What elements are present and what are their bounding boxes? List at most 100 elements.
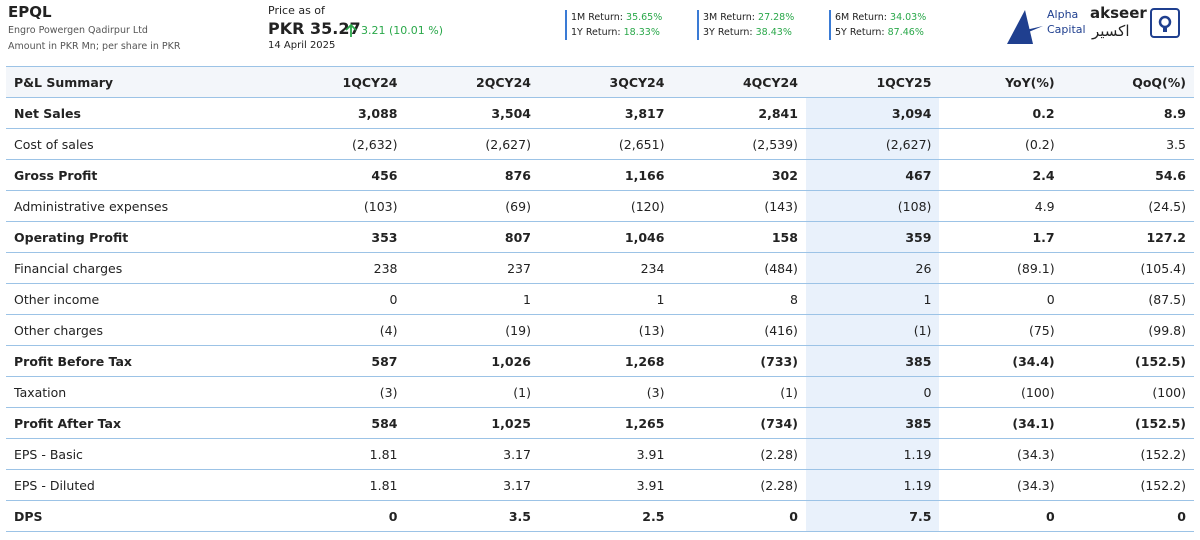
cell: (34.3) (939, 469, 1063, 501)
cell: 127.2 (1062, 221, 1194, 253)
cell: (3) (538, 376, 673, 408)
cell: 238 (272, 252, 406, 284)
cell: (1) (405, 376, 539, 408)
row-label: DPS (6, 500, 272, 532)
return-value: 27.28% (758, 12, 795, 23)
return-label: 3Y Return: (703, 27, 753, 38)
cell: 3.91 (538, 438, 673, 470)
cell: (34.3) (939, 438, 1063, 470)
logo-capital: Capital (1047, 23, 1086, 36)
table-row: Administrative expenses (103) (69) (120) (14… (6, 190, 1194, 222)
cell: (2,627) (405, 128, 539, 160)
row-label: Administrative expenses (6, 190, 272, 222)
table-row: Financial charges 238 237 234 (484) 26 (89.1)(… (6, 252, 1194, 284)
table-row: Profit After Tax 584 1,025 1,265 (734) 385 (34… (6, 407, 1194, 439)
cell: (69) (405, 190, 539, 222)
price-date: 14 April 2025 (268, 40, 336, 51)
cell: (120) (538, 190, 673, 222)
table-row: EPS - Basic 1.81 3.17 3.91 (2.28) 1.19 (34.3)(… (6, 438, 1194, 470)
cell: (87.5) (1062, 283, 1194, 315)
cell: (108) (805, 190, 940, 222)
table-row: EPS - Diluted 1.81 3.17 3.91 (2.28) 1.19 (34.3… (6, 469, 1194, 501)
return-line: 1M Return: 35.65% (571, 10, 699, 25)
cell: 1,268 (538, 345, 673, 377)
cell: 3.5 (405, 500, 539, 532)
table-row: Other income 0 1 1 8 1 0 (87.5) (6, 283, 1194, 315)
cell: (152.5) (1062, 407, 1194, 439)
cell: (1) (805, 314, 940, 346)
cell: (734) (672, 407, 806, 439)
cell: 876 (405, 159, 539, 191)
cell: 3.17 (405, 469, 539, 501)
logo-akseer: akseer (1090, 4, 1147, 22)
cell: 0 (272, 500, 406, 532)
return-label: 5Y Return: (835, 27, 885, 38)
cell: 1 (805, 283, 940, 315)
cell: 0 (939, 500, 1063, 532)
cell: 3.17 (405, 438, 539, 470)
column-header: YoY(%) (939, 66, 1063, 98)
cell: (1) (672, 376, 806, 408)
cell: (152.2) (1062, 438, 1194, 470)
column-header: 1QCY25 (805, 66, 940, 98)
cell: 359 (805, 221, 940, 253)
cell: 26 (805, 252, 940, 284)
cell: 4.9 (939, 190, 1063, 222)
cell: 1,265 (538, 407, 673, 439)
row-label: Profit After Tax (6, 407, 272, 439)
cell: (416) (672, 314, 806, 346)
cell: 3,504 (405, 97, 539, 129)
company-name: Engro Powergen Qadirpur Ltd (8, 25, 148, 36)
return-value: 35.65% (626, 12, 663, 23)
cell: 158 (672, 221, 806, 253)
table-row: Cost of sales (2,632) (2,627) (2,651) (2,539… (6, 128, 1194, 160)
cell: (105.4) (1062, 252, 1194, 284)
units-note: Amount in PKR Mn; per share in PKR (8, 41, 181, 52)
return-line: 3Y Return: 38.43% (703, 25, 831, 40)
cell: 385 (805, 345, 940, 377)
cell: (4) (272, 314, 406, 346)
cell: 2.4 (939, 159, 1063, 191)
row-label: Net Sales (6, 97, 272, 129)
cell: 1 (405, 283, 539, 315)
column-header: 4QCY24 (672, 66, 806, 98)
cell: 1.19 (805, 469, 940, 501)
cell: 587 (272, 345, 406, 377)
cell: (24.5) (1062, 190, 1194, 222)
cell: (2,539) (672, 128, 806, 160)
pl-table: P&L Summary 1QCY24 2QCY24 3QCY24 4QCY24 1QCY2… (6, 66, 1194, 532)
cell: 0 (939, 283, 1063, 315)
row-label: Taxation (6, 376, 272, 408)
cell: (3) (272, 376, 406, 408)
cell: 7.5 (805, 500, 940, 532)
return-label: 1Y Return: (571, 27, 621, 38)
cell: 807 (405, 221, 539, 253)
return-value: 34.03% (890, 12, 927, 23)
cell: (152.2) (1062, 469, 1194, 501)
return-label: 3M Return: (703, 12, 755, 23)
return-line: 3M Return: 27.28% (703, 10, 831, 25)
cell: (75) (939, 314, 1063, 346)
cell: 2,841 (672, 97, 806, 129)
return-value: 87.46% (887, 27, 924, 38)
cell: (2,632) (272, 128, 406, 160)
cell: 3,094 (805, 97, 940, 129)
ticker: EPQL (8, 3, 52, 21)
table-row: DPS 0 3.5 2.5 0 7.5 0 0 (6, 500, 1194, 532)
row-label: Cost of sales (6, 128, 272, 160)
cell: 8 (672, 283, 806, 315)
column-header: P&L Summary (6, 66, 272, 98)
table-row: Profit Before Tax 587 1,026 1,268 (733) 385 (3… (6, 345, 1194, 377)
row-label: Financial charges (6, 252, 272, 284)
return-value: 38.43% (755, 27, 792, 38)
cell: (2.28) (672, 438, 806, 470)
cell: 0 (1062, 500, 1194, 532)
logo-alpha: Alpha (1047, 8, 1079, 21)
cell: 1.19 (805, 438, 940, 470)
row-label: Profit Before Tax (6, 345, 272, 377)
cell: 385 (805, 407, 940, 439)
table-row: Net Sales 3,088 3,504 3,817 2,841 3,094 0.2 8.9 (6, 97, 1194, 129)
return-label: 1M Return: (571, 12, 623, 23)
row-label: Other charges (6, 314, 272, 346)
